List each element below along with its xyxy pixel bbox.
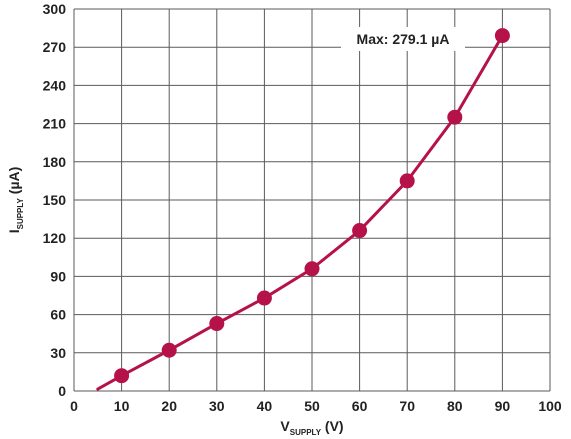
y-tick-label: 90 [50, 268, 66, 284]
y-tick-label: 0 [58, 383, 66, 399]
x-tick-label: 90 [495, 398, 511, 414]
data-point [161, 342, 177, 358]
x-tick-label: 30 [209, 398, 225, 414]
y-axis-label: ISUPPLY (µA) [6, 167, 25, 234]
y-tick-label: 30 [50, 345, 66, 361]
data-point [304, 261, 320, 277]
max-annotation: Max: 279.1 µA [341, 27, 465, 51]
y-tick-label: 180 [43, 154, 67, 170]
y-tick-label: 300 [43, 1, 67, 17]
y-tick-label: 120 [43, 230, 67, 246]
x-tick-label: 100 [538, 398, 562, 414]
x-tick-label: 10 [114, 398, 130, 414]
x-axis-label: VSUPPLY (V) [280, 418, 343, 437]
annotation-box [341, 27, 465, 51]
x-tick-label: 60 [352, 398, 368, 414]
data-point [447, 109, 463, 125]
x-tick-label: 20 [161, 398, 177, 414]
data-point [352, 223, 368, 239]
x-tick-labels: 0 10 20 30 40 50 60 70 80 90 100 [70, 398, 562, 414]
y-tick-labels: 0 30 60 90 120 150 180 210 240 270 300 [43, 1, 67, 399]
data-point [114, 368, 130, 384]
series-layer [96, 28, 510, 391]
data-point [209, 316, 225, 332]
series-line [96, 34, 504, 391]
data-point [399, 173, 415, 189]
y-tick-label: 150 [43, 192, 67, 208]
x-tick-label: 80 [447, 398, 463, 414]
data-point [494, 28, 510, 44]
x-tick-label: 0 [70, 398, 78, 414]
y-tick-label: 210 [43, 116, 67, 132]
data-point [256, 290, 272, 306]
annotation-text: Max: 279.1 µA [357, 31, 450, 47]
grid-layer [73, 8, 551, 392]
x-tick-label: 70 [399, 398, 415, 414]
y-tick-label: 60 [50, 307, 66, 323]
y-tick-label: 240 [43, 77, 67, 93]
x-tick-label: 50 [304, 398, 320, 414]
x-tick-label: 40 [257, 398, 273, 414]
y-tick-label: 270 [43, 39, 67, 55]
